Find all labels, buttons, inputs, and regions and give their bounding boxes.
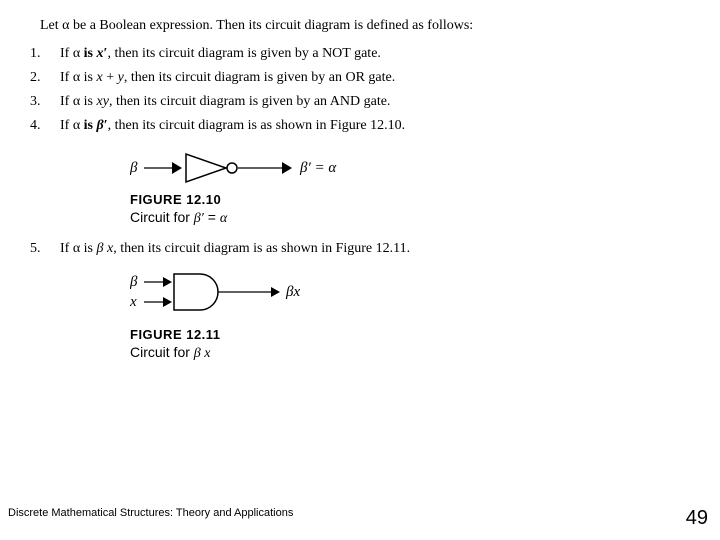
item-text: If α is x′, then its circuit diagram is … [60,46,690,62]
footer-text: Discrete Mathematical Structures: Theory… [8,507,293,530]
item-text: If α is xy, then its circuit diagram is … [60,94,690,110]
intro-text: Let α be a Boolean expression. Then its … [40,18,690,34]
page-content: Let α be a Boolean expression. Then its … [0,0,720,362]
item-text: If α is x + y, then its circuit diagram … [60,70,690,86]
list-item: 4. If α is β′, then its circuit diagram … [30,118,690,134]
page-footer: Discrete Mathematical Structures: Theory… [8,507,708,530]
input-label: β [130,160,138,176]
input2-label: x [130,294,137,310]
item-number: 4. [30,118,60,134]
figure-label: FIGURE 12.10 [130,192,690,207]
list-item: 5. If α is β x, then its circuit diagram… [30,241,690,257]
item-number: 3. [30,94,60,110]
list-item: 3. If α is xy, then its circuit diagram … [30,94,690,110]
figure-12-11: β x βx FIGURE 12.11 Circuit for β x [130,271,690,362]
output-label: β′ = α [299,160,337,176]
figure-label: FIGURE 12.11 [130,327,690,342]
item-number: 2. [30,70,60,86]
figure-caption: Circuit for β x [130,344,690,362]
list-item: 1. If α is x′, then its circuit diagram … [30,46,690,62]
input1-label: β [130,274,138,290]
item-text: If α is β x, then its circuit diagram is… [60,241,690,257]
output-label: βx [285,284,300,300]
and-gate-diagram: β x βx [130,271,370,323]
list-item: 2. If α is x + y, then its circuit diagr… [30,70,690,86]
figure-12-10: β β′ = α FIGURE 12.10 Circuit for β′ = α [130,148,690,227]
item-text: If α is β′, then its circuit diagram is … [60,118,690,134]
figure-caption: Circuit for β′ = α [130,209,690,227]
item-number: 1. [30,46,60,62]
not-gate-diagram: β β′ = α [130,148,390,188]
item-number: 5. [30,241,60,257]
page-number: 49 [686,507,708,530]
